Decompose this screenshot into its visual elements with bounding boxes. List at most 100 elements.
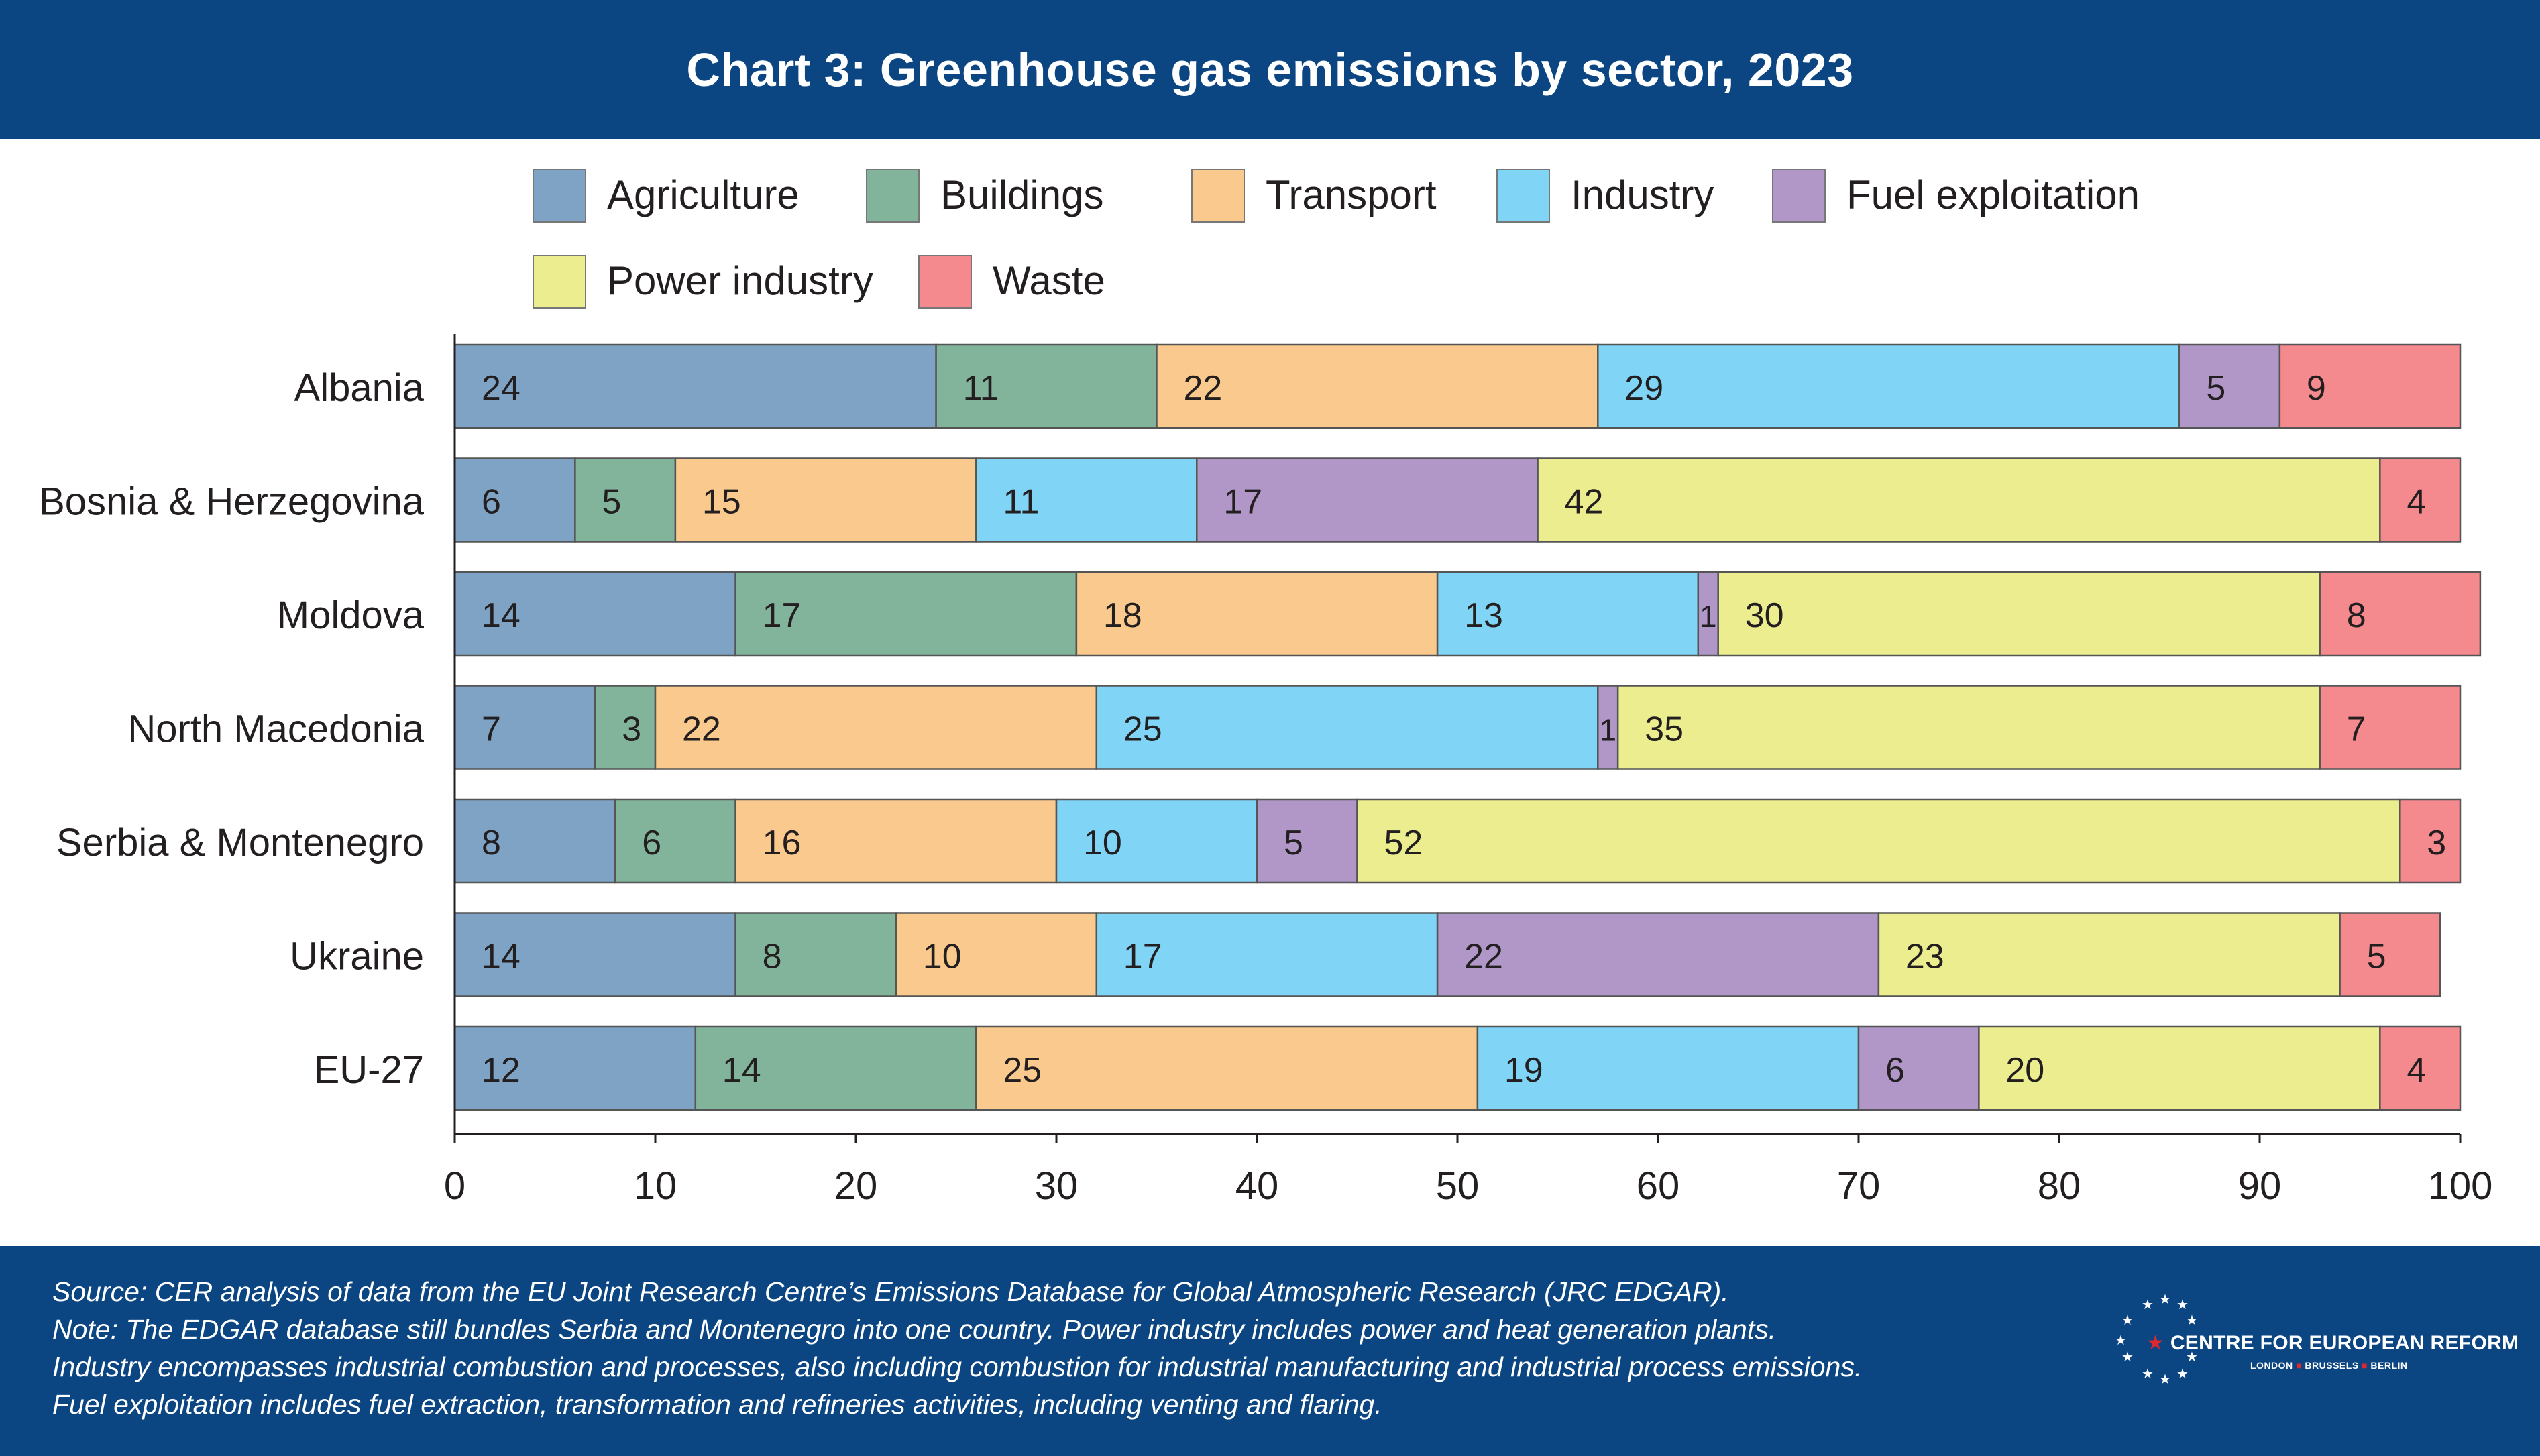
chart-footer: Source: CER analysis of data from the EU… xyxy=(0,1246,2540,1456)
data-label: 4 xyxy=(2407,1051,2426,1090)
data-label: 11 xyxy=(963,369,999,408)
category-label: Moldova xyxy=(277,594,425,637)
data-label: 8 xyxy=(2347,596,2366,635)
legend-label: Buildings xyxy=(940,172,1104,217)
data-label: 25 xyxy=(1003,1051,1042,1090)
data-label: 17 xyxy=(1223,483,1262,522)
bar-segment xyxy=(1436,571,1700,657)
data-label: 5 xyxy=(602,483,621,522)
data-label: 9 xyxy=(2307,369,2326,408)
data-label: 14 xyxy=(482,938,520,976)
x-tick-label: 60 xyxy=(1637,1164,1680,1208)
bar-segment xyxy=(674,457,977,543)
bar-segment xyxy=(1476,1025,1860,1111)
data-label: 1 xyxy=(1599,713,1616,748)
bar-segment xyxy=(1196,457,1539,543)
x-tick-label: 40 xyxy=(1235,1164,1279,1208)
data-label: 18 xyxy=(1103,596,1142,635)
bar-segment xyxy=(734,912,897,997)
category-label: Bosnia & Herzegovina xyxy=(39,480,425,524)
bar-segment xyxy=(453,685,596,770)
bar-segment xyxy=(935,343,1158,429)
category-label: Serbia & Montenegro xyxy=(56,821,424,864)
data-label: 52 xyxy=(1384,824,1423,862)
x-tick-label: 20 xyxy=(834,1164,878,1208)
bar-segment xyxy=(1978,1025,2381,1111)
bar-segment xyxy=(734,571,1078,657)
bar-segment xyxy=(1095,685,1599,770)
x-tick-label: 0 xyxy=(444,1164,465,1208)
data-label: 22 xyxy=(1464,938,1503,976)
bar-segment xyxy=(574,457,677,543)
data-label: 17 xyxy=(763,596,802,635)
stacked-bar-chart: Agriculture Buildings Transport Industry Fue… xyxy=(39,169,2493,1208)
legend-label: Agriculture xyxy=(607,172,799,217)
data-label: 42 xyxy=(1565,483,1604,522)
bar-segment xyxy=(694,1025,977,1111)
eu-stars-icon: ★ ★ ★ ★ ★ ★ ★ ★ ★ ★ ★ xyxy=(2115,1294,2198,1387)
bar-segment xyxy=(2339,912,2441,997)
x-tick-label: 80 xyxy=(2038,1164,2081,1208)
legend-label: Transport xyxy=(1266,172,1437,217)
bar-segment xyxy=(895,912,1098,997)
bar-segment xyxy=(2319,571,2482,657)
data-label: 6 xyxy=(1885,1051,1905,1090)
data-label: 22 xyxy=(1184,369,1223,408)
bar-segment xyxy=(1256,798,1358,884)
data-label: 23 xyxy=(1906,938,1944,976)
bar-segment xyxy=(1095,912,1439,997)
data-label: 13 xyxy=(1464,596,1503,635)
chart-title: Chart 3: Greenhouse gas emissions by sec… xyxy=(686,44,1854,96)
data-label: 12 xyxy=(482,1051,520,1090)
category-label: Albania xyxy=(294,366,425,410)
svg-text:★: ★ xyxy=(2176,1296,2189,1312)
data-label: 15 xyxy=(702,483,741,522)
legend-swatch xyxy=(1191,169,1245,223)
bar-segment xyxy=(453,798,616,884)
bar-segment xyxy=(734,798,1058,884)
bar-segment xyxy=(453,343,937,429)
data-label: 5 xyxy=(2367,938,2386,976)
legend-swatch xyxy=(866,169,920,223)
bar-segment xyxy=(453,457,576,543)
svg-text:★: ★ xyxy=(2115,1332,2127,1348)
legend-swatch xyxy=(533,169,586,223)
legend-swatch xyxy=(918,255,972,309)
category-label: Ukraine xyxy=(290,935,424,978)
logo-wordmark: ★ CENTRE FOR EUROPEAN REFORM xyxy=(2146,1331,2519,1355)
svg-text:★: ★ xyxy=(2121,1349,2134,1365)
data-label: 10 xyxy=(1083,824,1122,862)
x-tick-label: 90 xyxy=(2238,1164,2282,1208)
x-tick-label: 10 xyxy=(634,1164,677,1208)
red-star-icon: ★ xyxy=(2146,1332,2165,1354)
bar-segment xyxy=(975,457,1198,543)
data-label: 8 xyxy=(482,824,501,862)
data-label: 3 xyxy=(622,710,641,749)
svg-text:★: ★ xyxy=(2142,1296,2154,1312)
data-label: 29 xyxy=(1624,369,1663,408)
bar-segment xyxy=(975,1025,1479,1111)
bar-segment xyxy=(1356,798,2401,884)
data-label: 5 xyxy=(2206,369,2225,408)
data-label: 3 xyxy=(2427,824,2446,862)
category-label: EU-27 xyxy=(314,1048,424,1092)
legend-swatch xyxy=(533,255,586,309)
data-label: 22 xyxy=(682,710,721,749)
svg-text:★: ★ xyxy=(2121,1312,2134,1328)
legend-swatch xyxy=(1772,169,1826,223)
svg-text:★: ★ xyxy=(2186,1349,2198,1365)
source-line: Source: CER analysis of data from the EU… xyxy=(52,1276,1729,1307)
note-line: Fuel exploitation includes fuel extracti… xyxy=(52,1389,1382,1420)
data-label: 7 xyxy=(2347,710,2366,749)
bar-segment xyxy=(1597,343,2180,429)
bar-segment xyxy=(1857,1025,1980,1111)
data-label: 17 xyxy=(1123,938,1162,976)
data-label: 6 xyxy=(482,483,501,522)
x-tick-label: 100 xyxy=(2428,1164,2493,1208)
legend-label: Waste xyxy=(993,258,1105,303)
bar-segment xyxy=(1436,912,1880,997)
chart-header: Chart 3: Greenhouse gas emissions by sec… xyxy=(0,0,2540,139)
data-label: 1 xyxy=(1700,599,1717,634)
logo-cities: LONDON ■ BRUSSELS ■ BERLIN xyxy=(2250,1360,2408,1371)
svg-text:★: ★ xyxy=(2159,1294,2171,1307)
